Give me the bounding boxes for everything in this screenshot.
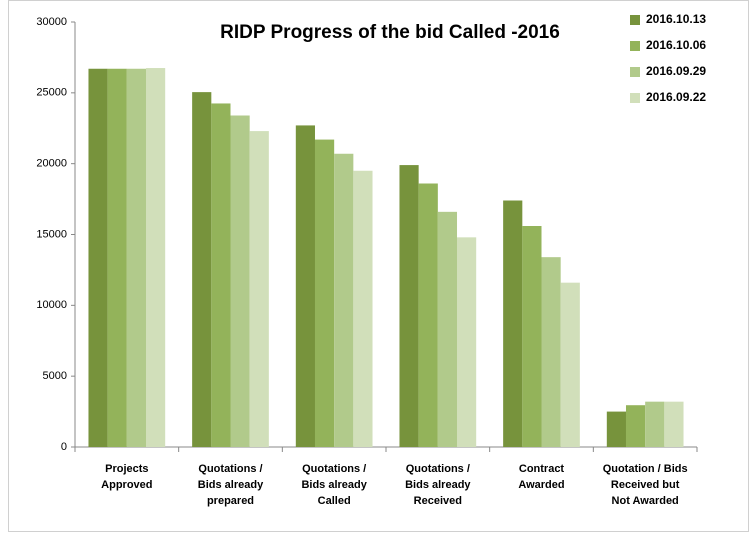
y-tick-label: 15000 [36,228,67,240]
bar [560,282,580,447]
bar [625,405,646,447]
legend-label: 2016.09.29 [646,64,706,78]
bar [146,68,166,448]
bar [664,401,684,447]
chart-frame [8,0,749,532]
x-tick-label: Projects Approved [101,463,152,491]
bar [249,131,269,448]
x-tick-label: Quotations / Bids already prepared [198,463,264,507]
y-tick-label: 0 [61,441,67,453]
x-tick-label: Quotations / Bids already Received [405,463,471,507]
legend-label: 2016.09.22 [646,90,706,104]
legend-swatch [630,67,640,77]
legend-swatch [630,41,640,51]
bar [107,68,127,447]
legend-label: 2016.10.13 [646,12,706,26]
bar [399,165,419,448]
y-tick-label: 25000 [36,87,67,99]
bar [126,68,147,447]
legend-label: 2016.10.06 [646,38,706,52]
bar [418,183,438,447]
bar [606,411,626,447]
bar [437,211,458,447]
bar [522,226,542,447]
bar [353,170,373,447]
x-tick-label: Quotations / Bids already Called [301,463,367,507]
y-tick-label: 30000 [36,16,67,28]
x-tick-label: Contract Awarded [518,463,564,491]
legend-swatch [630,93,640,103]
bar [295,125,315,448]
bar [334,153,354,447]
y-tick-label: 5000 [43,370,67,382]
bar [88,68,108,447]
bar [503,200,523,447]
bar [645,401,665,447]
bar [230,115,250,447]
bar [314,139,335,448]
bar [211,103,231,447]
chart-title: RIDP Progress of the bid Called -2016 [220,22,560,43]
y-tick-label: 10000 [36,299,67,311]
bar [192,92,212,447]
legend-swatch [630,15,640,25]
bar [457,237,477,447]
y-tick-label: 20000 [36,158,67,170]
x-tick-label: Quotation / Bids Received but Not Awarded [603,463,688,507]
bar [541,257,561,447]
